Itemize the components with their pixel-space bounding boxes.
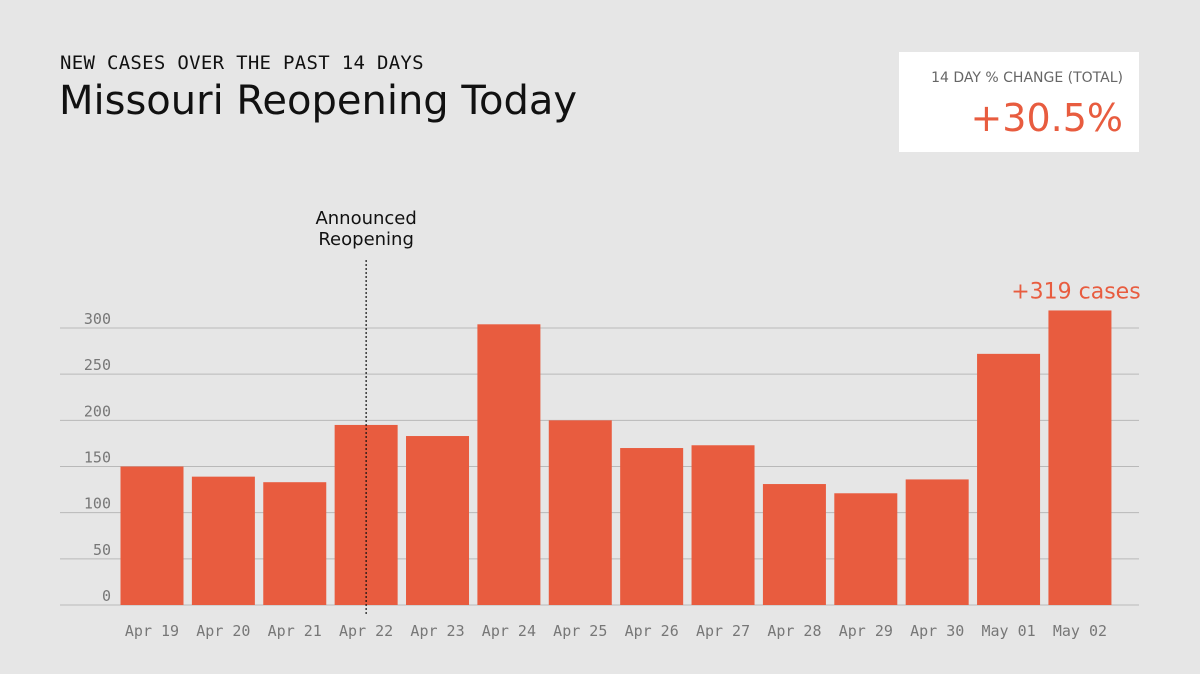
reopening-annotation-text: Announced [315, 208, 416, 229]
x-tick-label: Apr 25 [553, 622, 607, 640]
x-tick-label: Apr 19 [125, 622, 179, 640]
bar-apr-24 [477, 324, 541, 605]
bar-apr-25 [548, 420, 612, 605]
bar-apr-28 [762, 484, 826, 605]
bar-apr-27 [691, 445, 755, 605]
x-tick-label: Apr 28 [767, 622, 821, 640]
chart-title: Missouri Reopening Today [59, 78, 578, 124]
x-tick-label: Apr 20 [196, 622, 250, 640]
x-tick-label: Apr 21 [268, 622, 322, 640]
chart-kicker: NEW CASES OVER THE PAST 14 DAYS [60, 52, 424, 74]
bar-apr-22 [334, 424, 398, 605]
x-tick-label: Apr 22 [339, 622, 393, 640]
change-stat-label: 14 DAY % CHANGE (TOTAL) [931, 70, 1123, 86]
bar-apr-23 [406, 436, 470, 605]
change-stat-value: +30.5% [970, 96, 1123, 140]
change-stat-box: 14 DAY % CHANGE (TOTAL) +30.5% [899, 52, 1139, 152]
bar-apr-29 [834, 493, 898, 605]
y-tick-label-150: 150 [84, 449, 111, 467]
last-bar-callout: +319 cases [1011, 279, 1140, 304]
x-tick-label: Apr 27 [696, 622, 750, 640]
bar-may-02 [1048, 310, 1112, 605]
x-tick-label: May 02 [1053, 622, 1107, 640]
y-tick-label-50: 50 [93, 541, 111, 559]
y-tick-label-250: 250 [84, 356, 111, 374]
bars: +319 cases [120, 279, 1141, 605]
x-tick-label: Apr 30 [910, 622, 964, 640]
bar-apr-26 [620, 448, 684, 605]
x-tick-label: Apr 26 [625, 622, 679, 640]
x-tick-label: Apr 29 [839, 622, 893, 640]
x-axis-labels: Apr 19 Apr 20 Apr 21 Apr 22 Apr 23 Apr 24 Apr … [125, 622, 1107, 640]
y-tick-label-0: 0 [102, 587, 111, 605]
y-tick-label-100: 100 [84, 495, 111, 513]
bar-apr-21 [263, 482, 327, 605]
x-tick-label: May 01 [981, 622, 1035, 640]
reopening-annotation-text: Reopening [318, 229, 414, 250]
y-tick-label-300: 300 [84, 310, 111, 328]
bar-apr-20 [191, 476, 255, 605]
bar-apr-19 [120, 466, 184, 605]
bar-apr-30 [905, 479, 969, 605]
y-axis-ticks: 0 50 100 150 200 250 300 [84, 310, 111, 605]
x-tick-label: Apr 24 [482, 622, 536, 640]
y-tick-label-200: 200 [84, 402, 111, 420]
x-tick-label: Apr 23 [410, 622, 464, 640]
bar-may-01 [977, 353, 1041, 605]
